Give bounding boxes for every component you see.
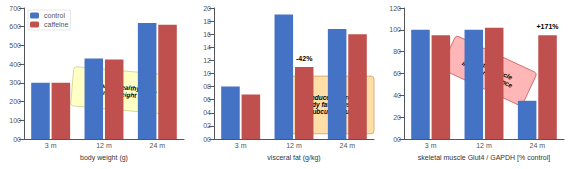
svg-text:80: 80 — [393, 48, 401, 55]
svg-text:120: 120 — [389, 5, 401, 12]
svg-text:3 m: 3 m — [425, 142, 437, 149]
svg-text:12: 12 — [203, 57, 211, 64]
svg-text:12 m: 12 m — [286, 142, 302, 149]
svg-text:10: 10 — [203, 70, 211, 77]
svg-text:24 m: 24 m — [340, 142, 356, 149]
svg-text:caffeine: caffeine — [44, 21, 68, 28]
svg-text:00: 00 — [393, 136, 401, 143]
svg-text:500: 500 — [9, 42, 21, 49]
svg-text:02: 02 — [203, 122, 211, 129]
svg-text:3 m: 3 m — [235, 142, 247, 149]
svg-text:20: 20 — [203, 5, 211, 12]
svg-text:100: 100 — [9, 117, 21, 124]
svg-text:600: 600 — [9, 23, 21, 30]
svg-text:control: control — [44, 12, 65, 19]
svg-text:400: 400 — [9, 61, 21, 68]
svg-text:24 m: 24 m — [530, 142, 546, 149]
svg-text:700: 700 — [9, 5, 21, 12]
svg-text:visceral fat (g/kg): visceral fat (g/kg) — [267, 154, 320, 162]
svg-text:subcutaneous: subcutaneous — [308, 108, 353, 116]
svg-text:24 m: 24 m — [150, 142, 166, 149]
svg-text:3 m: 3 m — [45, 142, 57, 149]
svg-text:60: 60 — [393, 70, 401, 77]
svg-text:00: 00 — [13, 136, 21, 143]
svg-text:20: 20 — [393, 114, 401, 121]
svg-text:14: 14 — [203, 44, 211, 51]
svg-text:+171%: +171% — [537, 23, 560, 30]
svg-text:100: 100 — [389, 26, 401, 33]
svg-text:18: 18 — [203, 18, 211, 25]
svg-text:body weight (g): body weight (g) — [80, 154, 128, 162]
svg-text:16: 16 — [203, 31, 211, 38]
svg-text:200: 200 — [9, 98, 21, 105]
svg-text:300: 300 — [9, 79, 21, 86]
svg-text:skeletal muscle Glut4 / GAPDH: skeletal muscle Glut4 / GAPDH [% control… — [418, 154, 550, 162]
svg-text:-42%: -42% — [296, 55, 313, 62]
svg-text:12 m: 12 m — [96, 142, 112, 149]
svg-text:04: 04 — [203, 109, 211, 116]
svg-text:40: 40 — [393, 92, 401, 99]
svg-text:08: 08 — [203, 83, 211, 90]
svg-text:00: 00 — [203, 136, 211, 143]
svg-text:06: 06 — [203, 96, 211, 103]
svg-text:12 m: 12 m — [476, 142, 492, 149]
